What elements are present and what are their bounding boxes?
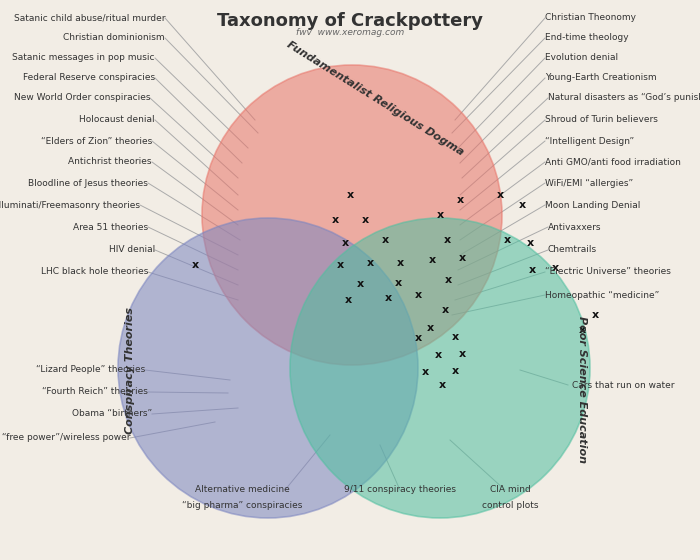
Text: “Fourth Reich” theories: “Fourth Reich” theories: [42, 388, 148, 396]
Text: x: x: [592, 310, 598, 320]
Text: HIV denial: HIV denial: [108, 245, 155, 254]
Text: Fundamentalist Religious Dogma: Fundamentalist Religious Dogma: [285, 39, 466, 157]
Text: x: x: [528, 265, 536, 275]
Text: Shroud of Turin believers: Shroud of Turin believers: [545, 115, 658, 124]
Text: Chemtrails: Chemtrails: [548, 245, 597, 254]
Text: x: x: [436, 210, 444, 220]
Text: x: x: [421, 367, 428, 377]
Text: Obama “birthers”: Obama “birthers”: [72, 409, 152, 418]
Text: “Elders of Zion” theories: “Elders of Zion” theories: [41, 137, 152, 146]
Text: x: x: [331, 215, 339, 225]
Text: x: x: [452, 366, 458, 376]
Text: x: x: [452, 332, 458, 342]
Text: Evolution denial: Evolution denial: [545, 54, 618, 63]
Text: Antivaxxers: Antivaxxers: [548, 222, 601, 231]
Text: Christian Theonomy: Christian Theonomy: [545, 13, 636, 22]
Text: New World Order conspiracies: New World Order conspiracies: [13, 94, 150, 102]
Text: Antichrist theories: Antichrist theories: [69, 157, 152, 166]
Text: x: x: [396, 258, 404, 268]
Text: “Intelligent Design”: “Intelligent Design”: [545, 137, 634, 146]
Text: x: x: [442, 305, 449, 315]
Text: End-time theology: End-time theology: [545, 34, 629, 43]
Text: x: x: [414, 290, 421, 300]
Text: x: x: [346, 190, 354, 200]
Text: control plots: control plots: [482, 501, 538, 510]
Text: “Electric Universe” theories: “Electric Universe” theories: [545, 268, 671, 277]
Text: 9/11 conspiracy theories: 9/11 conspiracy theories: [344, 486, 456, 494]
Circle shape: [118, 218, 418, 518]
Text: x: x: [435, 350, 442, 360]
Text: x: x: [337, 260, 344, 270]
Text: CIA mind: CIA mind: [489, 486, 531, 494]
Text: Satanic child abuse/ritual murder: Satanic child abuse/ritual murder: [13, 13, 165, 22]
Text: Moon Landing Denial: Moon Landing Denial: [545, 200, 641, 209]
Text: x: x: [519, 200, 526, 210]
Text: x: x: [366, 258, 374, 268]
Text: “Lizard People” theories: “Lizard People” theories: [36, 366, 145, 375]
Text: x: x: [356, 279, 363, 289]
Text: x: x: [342, 238, 349, 248]
Text: LHC black hole theories: LHC black hole theories: [41, 268, 148, 277]
Text: Cars that run on water: Cars that run on water: [572, 380, 675, 390]
Text: x: x: [496, 190, 503, 200]
Text: Anti GMO/anti food irradiation: Anti GMO/anti food irradiation: [545, 157, 681, 166]
Text: Bloodline of Jesus theories: Bloodline of Jesus theories: [28, 179, 148, 188]
Text: x: x: [578, 325, 586, 335]
Text: x: x: [438, 380, 446, 390]
Text: WiFi/EMI “allergies”: WiFi/EMI “allergies”: [545, 179, 633, 188]
Text: x: x: [428, 255, 435, 265]
Text: Illuminati/Freemasonry theories: Illuminati/Freemasonry theories: [0, 200, 140, 209]
Text: Nikola Tesla “free power”/wireless power: Nikola Tesla “free power”/wireless power: [0, 433, 130, 442]
Text: Conspiracy Theories: Conspiracy Theories: [125, 306, 135, 433]
Text: x: x: [361, 215, 369, 225]
Text: x: x: [191, 260, 199, 270]
Text: x: x: [458, 253, 466, 263]
Text: x: x: [384, 293, 391, 303]
Circle shape: [202, 65, 502, 365]
Text: x: x: [426, 323, 433, 333]
Text: Holocaust denial: Holocaust denial: [79, 115, 155, 124]
Text: Area 51 theories: Area 51 theories: [73, 222, 148, 231]
Circle shape: [290, 218, 590, 518]
Text: x: x: [414, 333, 421, 343]
Text: x: x: [456, 195, 463, 205]
Text: “big pharma” conspiracies: “big pharma” conspiracies: [182, 501, 302, 510]
Text: x: x: [526, 238, 533, 248]
Text: x: x: [552, 263, 559, 273]
Text: Taxonomy of Crackpottery: Taxonomy of Crackpottery: [217, 12, 483, 30]
Text: x: x: [382, 235, 388, 245]
Text: Federal Reserve conspiracies: Federal Reserve conspiracies: [23, 73, 155, 82]
Text: Satanic messages in pop music: Satanic messages in pop music: [13, 54, 155, 63]
Text: Natural disasters as “God’s punishment”: Natural disasters as “God’s punishment”: [548, 94, 700, 102]
Text: x: x: [444, 275, 452, 285]
Text: x: x: [458, 349, 466, 359]
Text: x: x: [443, 235, 451, 245]
Text: x: x: [344, 295, 351, 305]
Text: Poor Science Education: Poor Science Education: [577, 316, 587, 464]
Text: Homeopathic “medicine”: Homeopathic “medicine”: [545, 291, 659, 300]
Text: Alternative medicine: Alternative medicine: [195, 486, 289, 494]
Text: fwv  www.xeromag.com: fwv www.xeromag.com: [296, 28, 404, 37]
Text: x: x: [394, 278, 402, 288]
Text: Young-Earth Creationism: Young-Earth Creationism: [545, 73, 657, 82]
Text: Christian dominionism: Christian dominionism: [64, 34, 165, 43]
Text: x: x: [503, 235, 510, 245]
